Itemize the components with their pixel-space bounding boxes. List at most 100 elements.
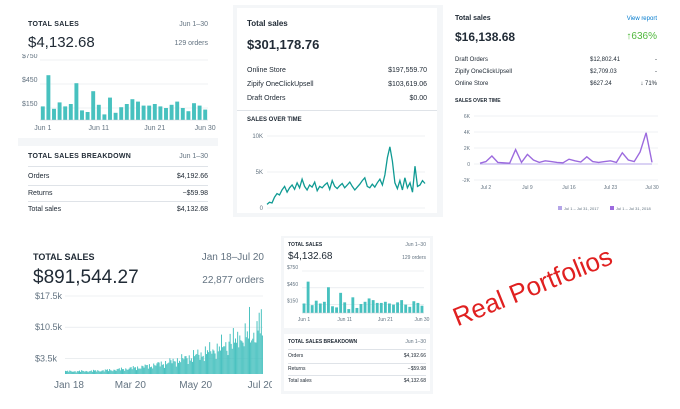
bar [203, 109, 208, 120]
bar [139, 368, 141, 374]
bar [83, 371, 85, 374]
y-tick-label: 4K [464, 130, 471, 136]
bar [165, 360, 167, 374]
bar [88, 371, 90, 374]
bar [201, 356, 203, 374]
bar [379, 302, 383, 313]
y-tick-label: $150 [22, 101, 38, 108]
channel-change-draft: - [655, 57, 657, 63]
bar [250, 342, 252, 374]
bar [116, 369, 118, 374]
bar [225, 342, 227, 374]
bar [159, 366, 161, 374]
bar [190, 358, 192, 374]
y-tick-label: 5K [256, 170, 263, 176]
bar [306, 281, 310, 313]
bar [170, 360, 172, 374]
orders-count: 129 orders [402, 255, 426, 261]
bar-chart-june-small: $750 $450 $150 Jun 1 Jun 11 Jun 21 Jun 30 [287, 265, 430, 323]
x-tick-label: Jul 23 [604, 185, 618, 191]
x-tick-label: Jun 21 [144, 125, 165, 132]
view-report-link[interactable]: View report [626, 16, 657, 22]
bar [258, 312, 260, 374]
bar [318, 303, 322, 313]
bar [408, 306, 412, 313]
bar [240, 340, 242, 374]
bar [71, 371, 73, 374]
bar [104, 369, 106, 374]
breakdown-row-returns: Returns −$59.98 [28, 190, 208, 197]
bar [347, 309, 351, 313]
bar [207, 350, 209, 374]
bar [90, 370, 92, 374]
bar [130, 99, 135, 120]
bar [182, 358, 184, 374]
y-tick-label: $150 [287, 299, 298, 305]
bar [157, 362, 159, 374]
bar [420, 305, 424, 313]
bar [396, 302, 399, 313]
y-tick-label: 0 [260, 206, 264, 212]
bar [155, 365, 157, 374]
bar [68, 104, 73, 120]
bar [65, 370, 66, 374]
bar-chart-june: $750 $450 $150 Jun 1 Jun 11 Jun 21 Jun 30 [22, 54, 216, 132]
bar [243, 346, 245, 374]
card-title: TOTAL SALES [28, 21, 80, 28]
line-chart-comparison: 6K 4K 2K 0 -2K Jul 2 Jul 9 Jul 16 Jul 23 Jul 30 Ju… [462, 114, 659, 211]
bar [310, 305, 314, 313]
bar [118, 368, 120, 374]
bar [351, 297, 355, 313]
chart-title: SALES OVER TIME [455, 98, 501, 104]
bar [204, 346, 206, 374]
x-tick-label: Jun 1 [298, 317, 310, 323]
change-badge: ↑636% [626, 31, 657, 42]
bar [151, 366, 153, 374]
bar [81, 370, 83, 374]
bar [73, 371, 75, 374]
bar [171, 363, 173, 374]
bar [72, 371, 74, 374]
bar [158, 362, 160, 374]
bar [238, 347, 240, 374]
bar [371, 300, 375, 313]
breakdown-row-returns: Returns −$59.98 [288, 366, 426, 372]
bar [115, 370, 117, 374]
channel-change-online: ↓ 71% [640, 81, 657, 87]
bar [217, 351, 219, 374]
bar [142, 366, 144, 374]
bar [91, 91, 96, 120]
x-tick-label: Jun 21 [378, 317, 393, 323]
x-tick-label: Jun 11 [337, 317, 352, 323]
card-title: Total sales [455, 15, 491, 22]
bar [69, 370, 71, 374]
bar [254, 342, 256, 374]
bar [169, 104, 174, 120]
bar [176, 358, 178, 374]
orders-count: 22,877 orders [202, 275, 264, 286]
bar [188, 355, 190, 374]
legend-swatch [558, 206, 562, 210]
bar [183, 359, 185, 374]
bar [261, 335, 263, 374]
chart-title: SALES OVER TIME [247, 117, 302, 123]
total-value: $891,544.27 [33, 267, 139, 288]
breakdown-row-orders: Orders $4,192.66 [288, 353, 426, 359]
bar [150, 367, 151, 374]
bar [416, 302, 420, 313]
x-tick-label: Jul 20 [248, 380, 272, 391]
bar [80, 110, 84, 120]
card-title: Total sales [247, 19, 288, 28]
bar [244, 323, 246, 374]
bar [200, 352, 202, 374]
bar [85, 112, 90, 120]
bar [63, 106, 68, 120]
bar [249, 306, 250, 374]
bar [96, 104, 101, 120]
bar [74, 83, 79, 120]
bar [209, 342, 211, 374]
bar [186, 358, 188, 374]
bar [66, 371, 68, 374]
bar [145, 365, 147, 374]
y-tick-label: 2K [464, 146, 471, 152]
